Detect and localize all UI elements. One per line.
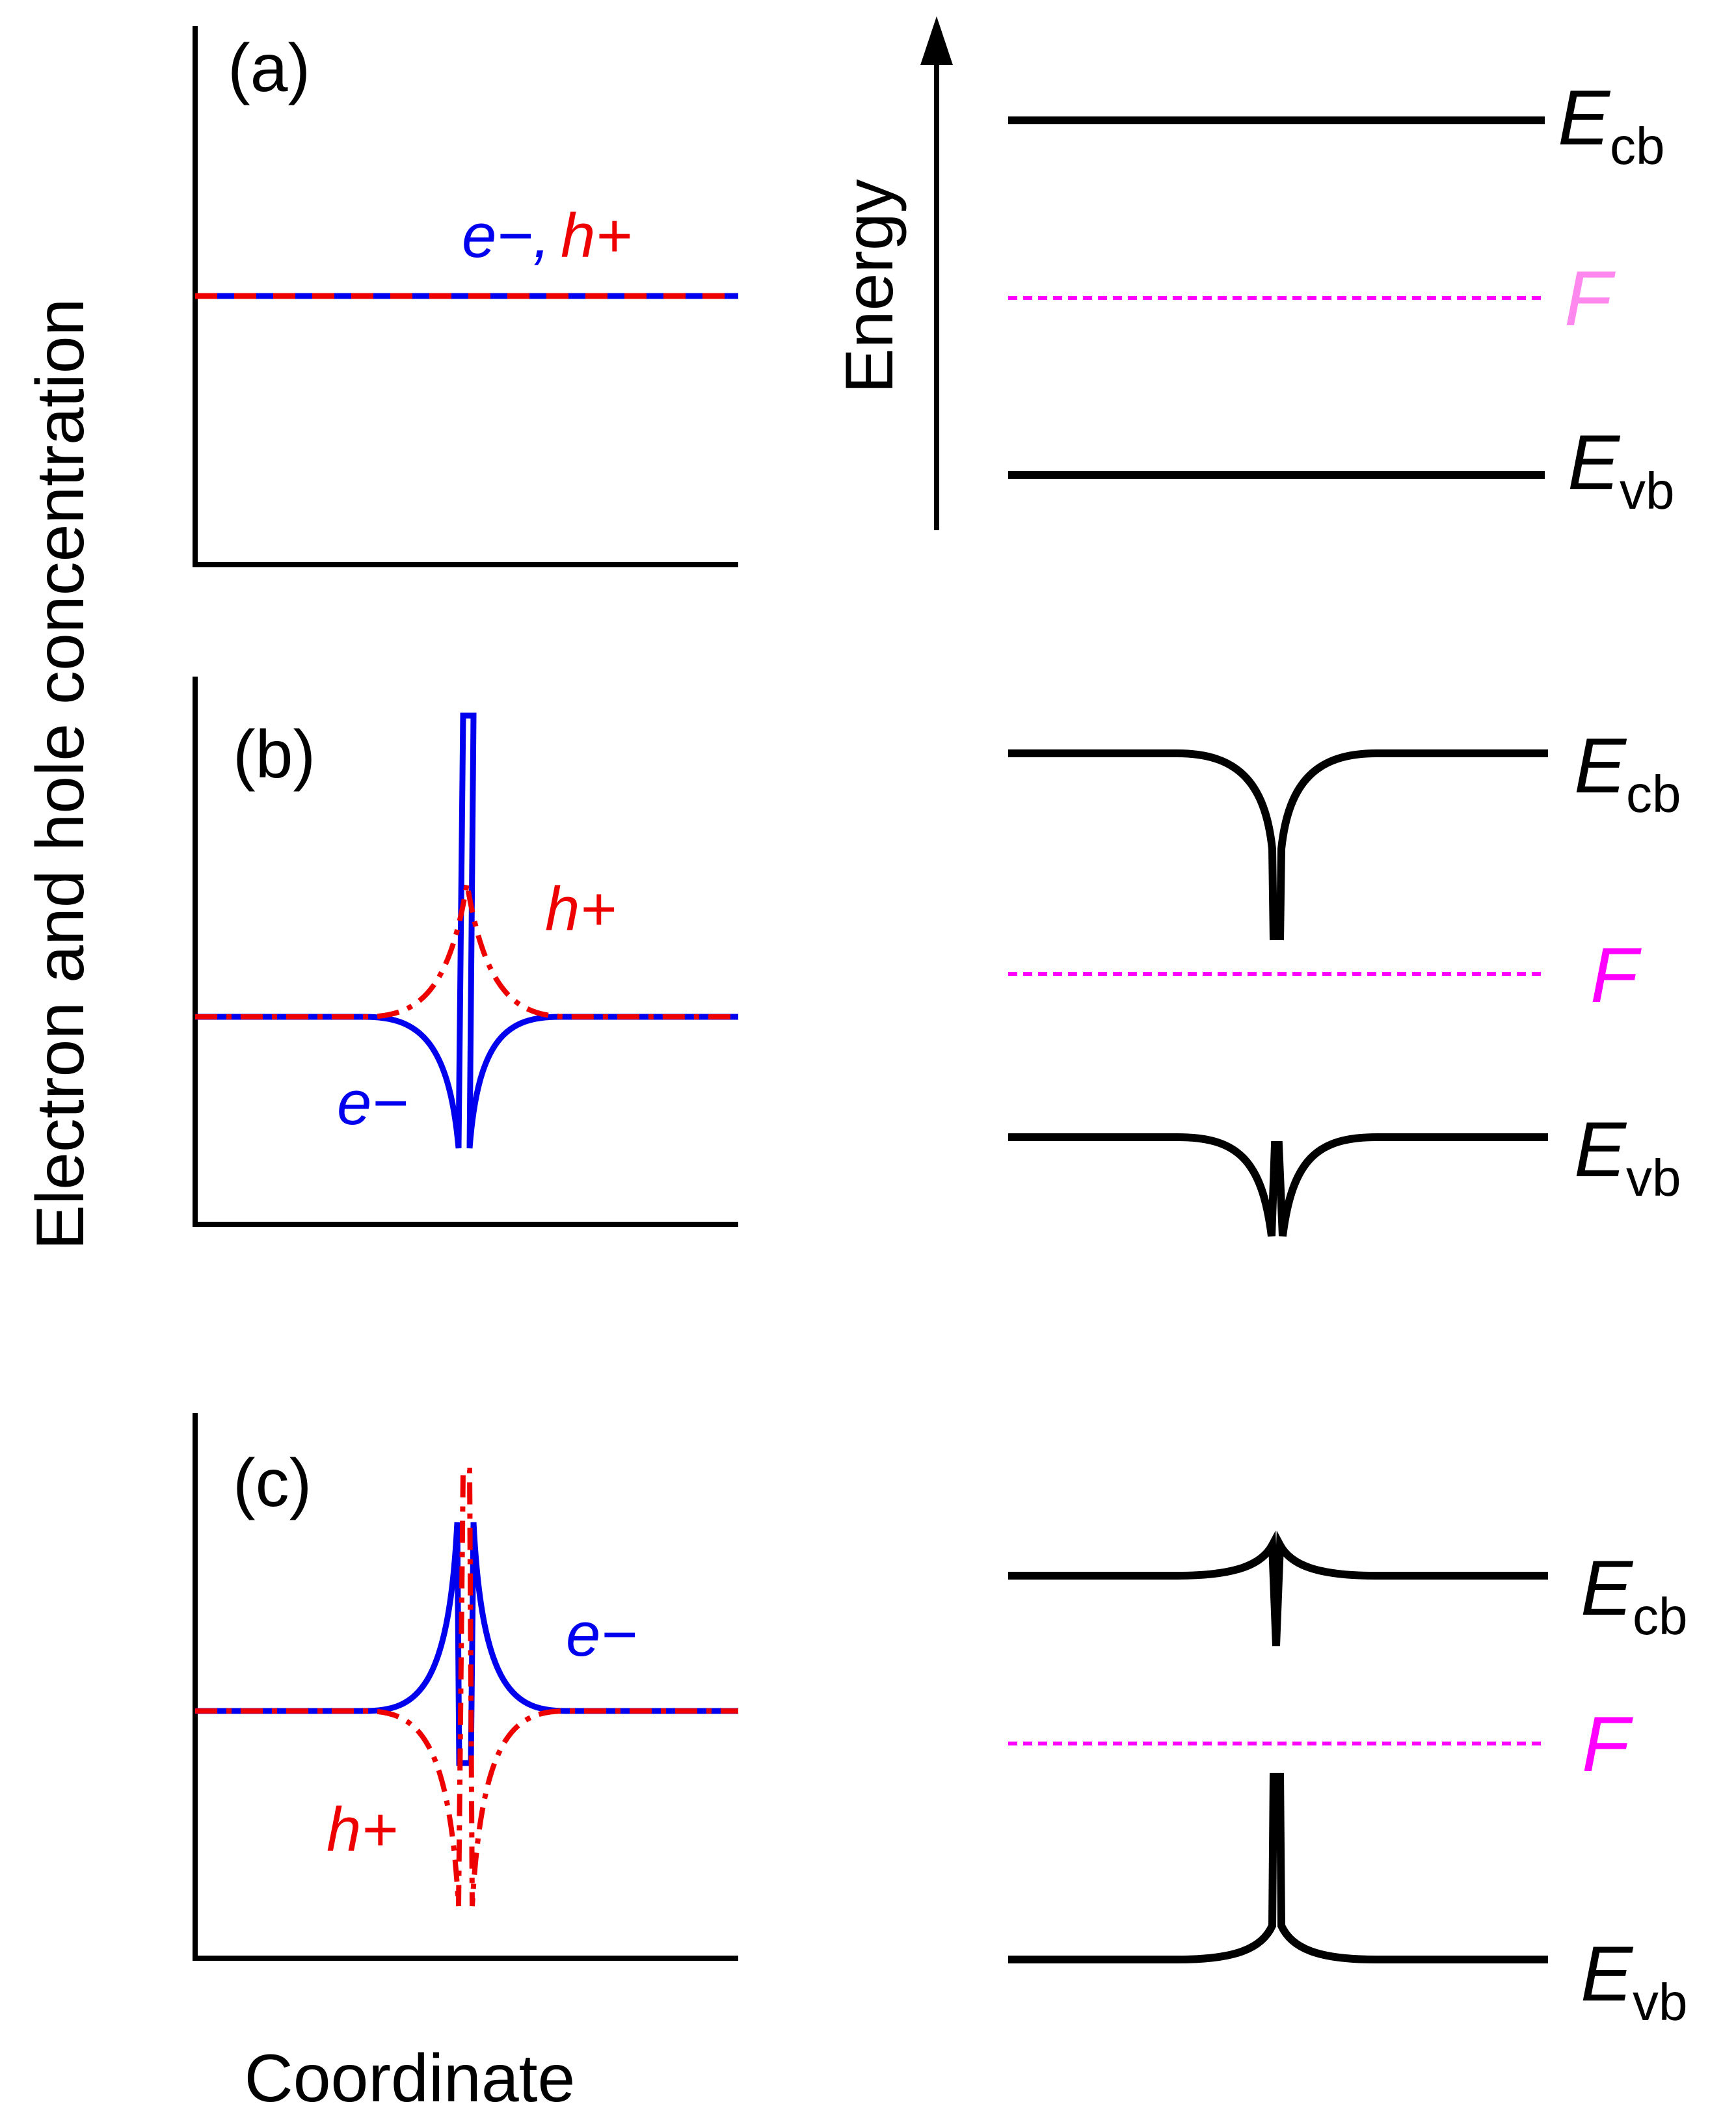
panel-b-conduction-band — [1008, 749, 1548, 941]
energy-axis-title: Energy — [832, 179, 907, 394]
x-axis-title: Coordinate — [245, 2041, 576, 2116]
panel-b-label: (b) — [233, 717, 315, 792]
panel-c-bands: Ecb F Evb — [1008, 1530, 1688, 2031]
panel-c-axes — [193, 1413, 738, 1961]
panel-a-electron-label: e−, — [462, 201, 550, 271]
panel-b-bands: Ecb F Evb — [1008, 722, 1681, 1237]
panel-c-hole-curve — [195, 1468, 738, 1907]
panel-b-axes — [193, 677, 738, 1227]
panel-a-concentration: (a) e−, h+ — [193, 26, 738, 567]
panel-a-label: (a) — [228, 31, 310, 106]
panel-c-conduction-label: Ecb — [1581, 1544, 1688, 1645]
y-axis-title: Electron and hole concentration — [23, 299, 98, 1250]
panel-b-valence-label: Evb — [1574, 1106, 1681, 1207]
panel-a-bands: Ecb F Evb — [1008, 74, 1675, 520]
panel-a-valence-label: Evb — [1568, 419, 1675, 520]
panel-c-electron-curve — [195, 1522, 738, 1766]
panel-c-label: (c) — [233, 1446, 312, 1521]
panel-b-concentration: (b) h+ e− — [193, 677, 738, 1227]
panel-b-hole-label: h+ — [545, 874, 616, 944]
panel-c-electron-label: e− — [566, 1600, 637, 1669]
panel-a-conduction-label: Ecb — [1558, 74, 1665, 175]
panel-b-conduction-label: Ecb — [1574, 722, 1681, 823]
panel-c-conduction-band — [1008, 1530, 1548, 1647]
energy-arrow-head — [920, 16, 953, 65]
panel-c-valence-label: Evb — [1581, 1930, 1688, 2031]
panel-a-fermi-label: F — [1564, 255, 1616, 342]
panel-a-hole-label: h+ — [561, 201, 632, 271]
panel-b-valence-band — [1008, 1133, 1548, 1237]
panel-c-concentration: (c) e− h+ — [193, 1413, 738, 1961]
energy-axis: Energy — [832, 16, 953, 530]
panel-b-hole-curve — [195, 883, 738, 1019]
panel-b-fermi-label: F — [1590, 932, 1642, 1019]
panel-c-valence-band — [1008, 1772, 1548, 1963]
panel-a-axes — [193, 26, 738, 567]
panel-b-electron-curve — [195, 712, 738, 1149]
panel-b-electron-label: e− — [337, 1068, 408, 1138]
panel-c-fermi-label: F — [1582, 1701, 1633, 1788]
panel-c-hole-label: h+ — [327, 1795, 397, 1865]
